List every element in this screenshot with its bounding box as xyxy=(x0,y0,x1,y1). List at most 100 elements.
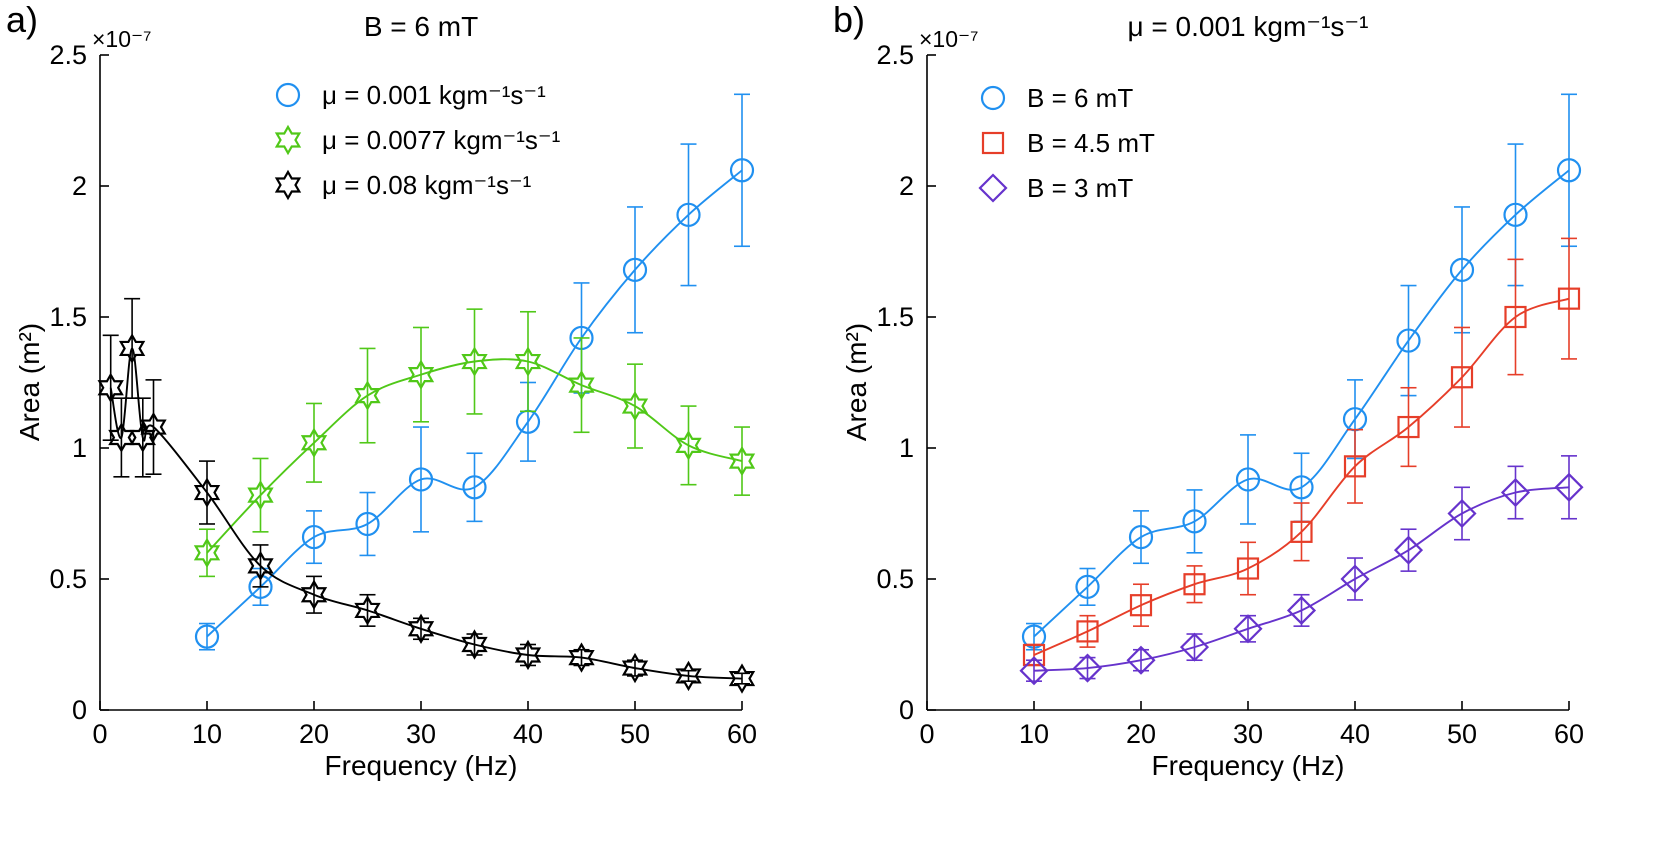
x-tick-label: 20 xyxy=(299,719,329,749)
x-tick-label: 50 xyxy=(620,719,650,749)
hexagram-marker xyxy=(300,427,328,458)
y-tick-label: 2.5 xyxy=(876,40,914,70)
y-tick-label: 2 xyxy=(899,171,914,201)
circle-marker xyxy=(355,511,380,537)
circle-marker xyxy=(1503,202,1528,227)
legend-label: μ = 0.08 kgm⁻¹s⁻¹ xyxy=(322,170,532,200)
square-marker xyxy=(1183,573,1206,596)
y-tick-label: 1.5 xyxy=(49,302,87,332)
legend-label: μ = 0.0077 kgm⁻¹s⁻¹ xyxy=(322,125,561,155)
hexagram-marker xyxy=(300,579,328,610)
hexagram-marker xyxy=(568,369,595,401)
diamond-marker xyxy=(1072,653,1103,683)
square-marker xyxy=(1450,366,1474,389)
error-bars xyxy=(102,297,750,685)
hexagram-marker xyxy=(461,346,488,377)
x-axis-label-b: Frequency (Hz) xyxy=(1151,750,1345,781)
x-tick-label: 10 xyxy=(192,719,222,749)
plot-area-a: 0 10 20 30 40 50 60 0 0.5 1 1.5 2 2.5 μ = 0.001 kgm⁻¹… xyxy=(49,40,757,749)
hexagram-marker xyxy=(354,595,381,626)
square-marker xyxy=(1236,557,1260,580)
x-tick-label: 40 xyxy=(1340,719,1370,749)
y-tick-label: 0.5 xyxy=(49,564,87,594)
y-axis-offset-label-a: ×10⁻⁷ xyxy=(92,26,152,52)
hexagram-marker xyxy=(675,430,702,461)
series-circle xyxy=(1021,93,1582,651)
circle-marker xyxy=(1128,524,1154,550)
hexagram-marker xyxy=(514,346,542,377)
square-marker xyxy=(981,131,1005,155)
circle-marker xyxy=(1182,509,1207,534)
x-tick-label: 30 xyxy=(406,719,436,749)
y-axis-label-b: Area (m²) xyxy=(841,322,872,442)
circle-marker xyxy=(408,467,434,492)
hexagram-marker xyxy=(193,537,221,569)
legend: μ = 0.001 kgm⁻¹s⁻¹ μ = 0.0077 kgm⁻¹s⁻¹ μ =… xyxy=(274,80,561,201)
series-line xyxy=(109,347,743,680)
series-line xyxy=(206,358,743,554)
panel-letter-a: a) xyxy=(6,0,39,40)
hexagram-marker xyxy=(193,477,221,508)
y-tick-label: 1 xyxy=(899,433,914,463)
hexagram-marker xyxy=(407,359,435,390)
x-tick-label: 30 xyxy=(1233,719,1263,749)
square-marker xyxy=(1557,287,1581,310)
series-diamond xyxy=(1019,455,1584,686)
y-tick-label: 0.5 xyxy=(876,564,914,594)
diamond-marker xyxy=(1233,614,1263,644)
circle-marker xyxy=(1289,475,1314,500)
hexagram-marker xyxy=(118,333,146,364)
hexagram-marker xyxy=(675,660,702,692)
circle-marker xyxy=(676,202,701,227)
series-line xyxy=(206,169,743,638)
x-axis-label-a: Frequency (Hz) xyxy=(324,750,518,781)
plot-area-b: 0 10 20 30 40 50 60 0 0.5 1 1.5 2 2.5 B = 6 mT B = 4.5… xyxy=(876,40,1584,749)
series-line xyxy=(1033,169,1570,638)
x-tick-label: 0 xyxy=(92,719,107,749)
diamond-marker xyxy=(978,173,1008,203)
circle-marker xyxy=(1556,158,1582,183)
legend-label: B = 4.5 mT xyxy=(1027,128,1155,158)
x-tick-label: 60 xyxy=(727,719,757,749)
y-tick-label: 1 xyxy=(72,433,87,463)
diamond-marker xyxy=(1179,632,1210,662)
tick-labels: 0 10 20 30 40 50 60 0 0.5 1 1.5 2 2.5 xyxy=(49,40,757,749)
hexagram-marker xyxy=(274,124,302,156)
circle-marker xyxy=(1235,467,1261,492)
diamond-marker xyxy=(1019,656,1049,686)
square-marker xyxy=(1397,415,1420,439)
y-tick-label: 2 xyxy=(72,171,87,201)
legend-label: μ = 0.001 kgm⁻¹s⁻¹ xyxy=(322,80,546,110)
diamond-marker xyxy=(1554,472,1584,502)
circle-marker xyxy=(1075,574,1100,599)
legend: B = 6 mT B = 4.5 mT B = 3 mT xyxy=(978,83,1155,203)
square-marker xyxy=(1076,620,1099,643)
y-tick-label: 0 xyxy=(72,695,87,725)
y-axis-label-a: Area (m²) xyxy=(14,322,45,442)
x-tick-label: 10 xyxy=(1019,719,1049,749)
hexagram-marker xyxy=(461,629,488,660)
series-line xyxy=(1033,297,1570,656)
circle-marker xyxy=(275,82,301,108)
panel-letter-b: b) xyxy=(833,0,866,40)
x-tick-label: 0 xyxy=(919,719,934,749)
hexagram-marker xyxy=(274,169,302,201)
x-tick-label: 60 xyxy=(1554,719,1584,749)
circle-marker xyxy=(301,524,327,550)
square-marker xyxy=(1290,520,1313,543)
legend-label: B = 6 mT xyxy=(1027,83,1133,113)
axes xyxy=(926,54,1570,711)
hexagram-marker xyxy=(621,390,649,422)
hexagram-marker xyxy=(140,411,167,443)
diamond-marker xyxy=(1500,477,1531,508)
hexagram-marker xyxy=(728,445,756,477)
chart-title-b: μ = 0.001 kgm⁻¹s⁻¹ xyxy=(1127,11,1369,42)
hexagram-marker xyxy=(97,372,124,403)
diamond-marker xyxy=(1447,498,1477,529)
tick-labels: 0 10 20 30 40 50 60 0 0.5 1 1.5 2 2.5 xyxy=(876,40,1584,749)
hexagram-marker xyxy=(514,639,542,671)
chart-title-a: B = 6 mT xyxy=(363,11,479,42)
y-tick-label: 0 xyxy=(899,695,914,725)
x-tick-label: 20 xyxy=(1126,719,1156,749)
